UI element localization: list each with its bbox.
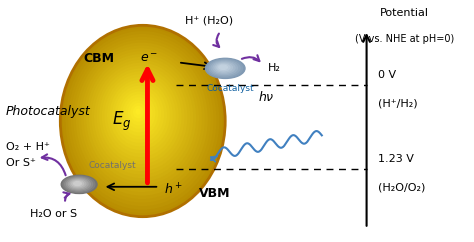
Ellipse shape: [115, 86, 164, 143]
Circle shape: [217, 64, 230, 71]
Text: CBM: CBM: [84, 52, 115, 65]
Text: H₂: H₂: [268, 63, 281, 73]
Text: (H⁺/H₂): (H⁺/H₂): [378, 99, 418, 109]
Circle shape: [63, 176, 95, 192]
Text: Or S⁺: Or S⁺: [6, 159, 36, 168]
Circle shape: [68, 179, 88, 189]
Ellipse shape: [102, 71, 179, 160]
Text: Cocatalyst: Cocatalyst: [88, 161, 136, 170]
FancyArrowPatch shape: [64, 192, 69, 201]
Text: H₂O or S: H₂O or S: [30, 209, 77, 219]
Ellipse shape: [81, 48, 202, 189]
Ellipse shape: [117, 89, 161, 139]
Ellipse shape: [65, 31, 219, 210]
Circle shape: [211, 61, 237, 75]
Text: Photocatalyst: Photocatalyst: [6, 105, 91, 118]
Ellipse shape: [91, 60, 191, 174]
Text: (V vs. NHE at pH=0): (V vs. NHE at pH=0): [355, 34, 454, 44]
Ellipse shape: [130, 103, 147, 122]
Ellipse shape: [63, 28, 222, 213]
Ellipse shape: [86, 54, 196, 182]
Ellipse shape: [89, 57, 193, 178]
Text: $h^+$: $h^+$: [164, 183, 183, 198]
Circle shape: [205, 58, 245, 78]
Circle shape: [72, 181, 83, 187]
Text: 0 V: 0 V: [378, 70, 396, 80]
Text: Cocatalyst: Cocatalyst: [206, 84, 254, 93]
Ellipse shape: [136, 109, 141, 115]
Ellipse shape: [60, 25, 225, 217]
Text: (H₂O/O₂): (H₂O/O₂): [378, 182, 426, 192]
Ellipse shape: [112, 83, 167, 146]
FancyArrowPatch shape: [242, 55, 259, 61]
Circle shape: [213, 62, 235, 73]
Ellipse shape: [71, 37, 214, 203]
Text: O₂ + H⁺: O₂ + H⁺: [6, 142, 50, 152]
Ellipse shape: [94, 63, 187, 171]
Ellipse shape: [99, 68, 182, 164]
Circle shape: [65, 177, 92, 191]
Circle shape: [61, 175, 97, 194]
Ellipse shape: [78, 45, 205, 192]
Text: 1.23 V: 1.23 V: [378, 154, 414, 164]
Text: $E_g$: $E_g$: [112, 109, 131, 133]
Ellipse shape: [128, 100, 150, 125]
Text: H⁺ (H₂O): H⁺ (H₂O): [185, 15, 233, 25]
Circle shape: [219, 65, 228, 69]
Text: VBM: VBM: [199, 188, 231, 200]
FancyArrowPatch shape: [42, 154, 66, 175]
FancyArrowPatch shape: [213, 34, 219, 47]
Ellipse shape: [133, 106, 144, 118]
Ellipse shape: [122, 94, 155, 132]
Ellipse shape: [97, 66, 184, 167]
Ellipse shape: [73, 40, 210, 199]
Circle shape: [207, 59, 243, 77]
Ellipse shape: [109, 80, 170, 150]
Circle shape: [70, 180, 86, 188]
Text: $e^-$: $e^-$: [140, 52, 159, 65]
Ellipse shape: [83, 51, 199, 185]
Text: $h\nu$: $h\nu$: [258, 90, 275, 104]
Ellipse shape: [125, 97, 153, 129]
Ellipse shape: [68, 34, 217, 206]
Ellipse shape: [120, 91, 158, 136]
Circle shape: [73, 182, 82, 185]
Ellipse shape: [107, 77, 173, 153]
Ellipse shape: [76, 43, 208, 196]
Circle shape: [215, 63, 232, 72]
Circle shape: [66, 178, 90, 190]
Circle shape: [210, 60, 240, 76]
Ellipse shape: [104, 74, 176, 157]
Text: Potential: Potential: [380, 8, 429, 18]
